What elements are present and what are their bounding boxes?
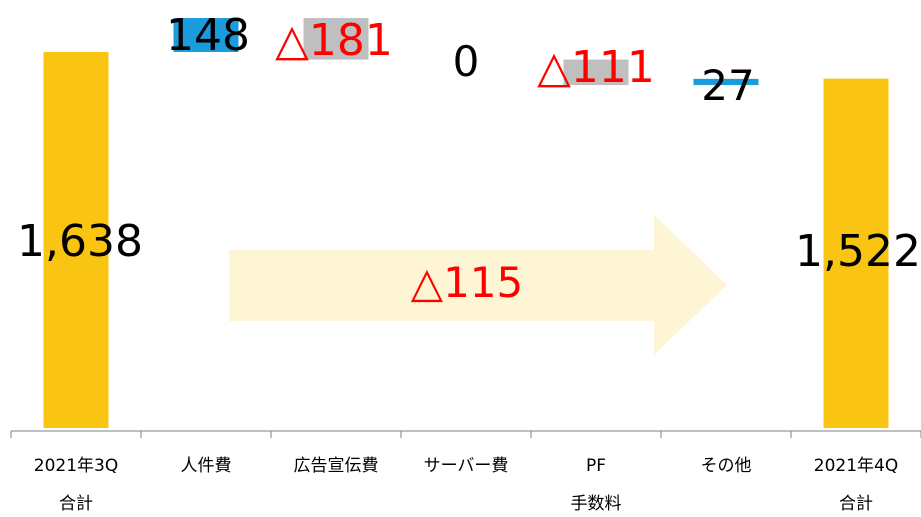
bar-1 [173, 18, 239, 52]
value-label-6: 1,522 [795, 226, 921, 277]
value-labels: 1,638 148 △181 0 △111 27 1,522 [17, 10, 921, 277]
category-label-5: その他 [701, 456, 752, 476]
value-label-4: △111 [537, 42, 655, 93]
category-label-0: 2021年3Q [34, 456, 118, 476]
category-label-0-line2: 合計 [59, 494, 93, 514]
bar-0 [43, 52, 109, 428]
net-change-label: △115 [411, 258, 523, 307]
category-label-6: 2021年4Q [814, 456, 898, 476]
bar-4 [563, 59, 629, 86]
category-label-4-line2: 手数料 [571, 494, 622, 514]
value-label-1: 148 [166, 10, 250, 61]
category-label-6-line2: 合計 [839, 494, 873, 514]
value-label-3: 0 [453, 37, 480, 86]
bar-5 [693, 78, 759, 86]
bar-2 [303, 18, 369, 60]
category-labels: 2021年3Q 合計 人件費 広告宣伝費 サーバー費 PF 手数料 その他 2021年4Q 合計 [34, 456, 898, 514]
category-label-4: PF [586, 456, 606, 476]
value-label-2: △181 [275, 15, 393, 66]
value-label-5: 27 [701, 61, 754, 110]
x-axis-ticks [10, 431, 921, 438]
category-label-2: 広告宣伝費 [294, 456, 379, 476]
bars [43, 18, 889, 428]
bar-6 [823, 78, 889, 428]
value-label-0: 1,638 [17, 216, 143, 267]
category-label-3: サーバー費 [424, 456, 509, 476]
net-change-arrow [229, 215, 727, 355]
category-label-1: 人件費 [181, 456, 232, 476]
